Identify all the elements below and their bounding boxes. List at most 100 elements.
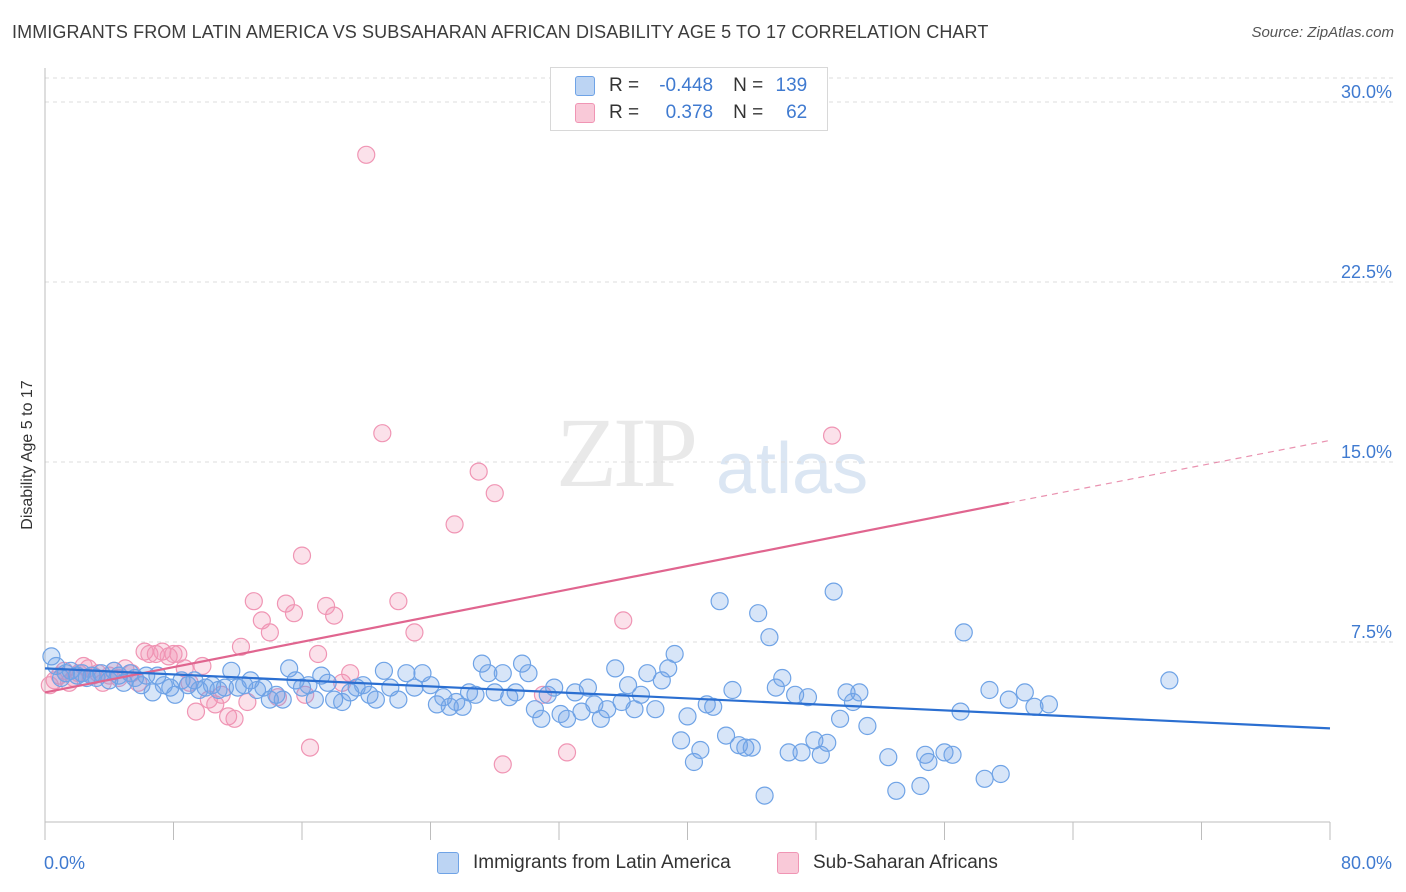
watermark-zip: ZIP	[556, 397, 698, 508]
latin-america-point	[132, 676, 151, 695]
latin-america-point	[691, 740, 710, 760]
latin-america-point	[578, 678, 598, 697]
latin-america-point	[532, 709, 551, 728]
latin-america-point	[710, 592, 729, 611]
sub-saharan-point	[260, 623, 279, 642]
sub-saharan-point	[373, 424, 392, 443]
latin-america-point	[773, 668, 792, 688]
latin-america-point	[374, 661, 394, 680]
legend-n-label: N =	[733, 102, 764, 123]
y-tick-label: 22.5%	[1341, 262, 1392, 282]
latin-america-point	[999, 690, 1018, 709]
latin-america-point	[631, 685, 651, 704]
correlation-legend: R = -0.448 N = 139 R = 0.378 N = 62	[550, 67, 828, 131]
latin-america-point	[598, 700, 617, 719]
sub-saharan-point	[186, 702, 206, 721]
legend-swatch-pink	[575, 103, 595, 123]
latin-america-point	[1015, 683, 1034, 702]
latin-america-point	[646, 700, 665, 719]
legend-r-value-pink: 0.378	[665, 102, 714, 123]
latin-america-point	[980, 680, 999, 700]
latin-america-point	[911, 776, 930, 796]
latin-america-point	[975, 769, 994, 788]
series-swatch-pink	[777, 852, 799, 874]
latin-america-point	[305, 690, 324, 709]
latin-america-point	[830, 709, 850, 728]
latin-america-point	[1160, 671, 1179, 690]
latin-america-point	[353, 676, 373, 695]
latin-america-point	[312, 666, 331, 685]
latin-america-point	[618, 676, 638, 695]
sub-saharan-point	[244, 592, 263, 611]
latin-america-point	[792, 743, 811, 762]
latin-america-point	[389, 690, 408, 709]
latin-america-point	[723, 680, 742, 700]
legend-r-label: R =	[609, 75, 640, 96]
y-tick-label: 7.5%	[1351, 622, 1392, 642]
sub-saharan-point	[300, 738, 320, 757]
latin-america-point	[991, 764, 1010, 784]
latin-america-point	[493, 664, 512, 683]
latin-america-point	[742, 738, 761, 757]
sub-saharan-point	[206, 695, 225, 714]
source-credit: Source: ZipAtlas.com	[1251, 24, 1394, 41]
sub-saharan-point	[557, 743, 577, 762]
latin-america-point	[397, 664, 416, 683]
latin-america-point	[366, 690, 385, 709]
latin-america-point	[736, 738, 755, 757]
sub-saharan-point	[231, 637, 251, 656]
latin-america-point	[749, 604, 768, 623]
sub-saharan-trendline-extension	[1008, 439, 1331, 504]
legend-row-blue: R = -0.448 N = 139	[575, 74, 807, 98]
sub-saharan-point	[493, 755, 512, 774]
latin-america-point	[755, 786, 774, 805]
chart-title: IMMIGRANTS FROM LATIN AMERICA VS SUBSAHA…	[12, 22, 989, 42]
sub-saharan-point	[485, 484, 504, 503]
latin-america-point	[591, 709, 610, 728]
latin-america-point	[519, 664, 538, 683]
sub-saharan-point	[135, 642, 154, 661]
latin-america-point	[954, 623, 973, 642]
latin-america-point	[850, 683, 869, 702]
latin-america-point	[837, 683, 856, 702]
latin-america-point	[766, 678, 785, 697]
latin-america-point	[506, 683, 525, 702]
series-legend-blue: Immigrants from Latin America	[437, 852, 731, 874]
latin-america-point	[919, 752, 938, 772]
series-legend: Immigrants from Latin America Sub-Sahara…	[0, 852, 1406, 878]
sub-saharan-point	[292, 546, 312, 565]
latin-america-point	[47, 656, 66, 676]
sub-saharan-point	[284, 604, 304, 623]
latin-america-point	[479, 664, 498, 683]
latin-america-point	[879, 748, 898, 767]
latin-america-point	[638, 664, 657, 683]
y-tick-label: 15.0%	[1341, 442, 1392, 462]
series-label-blue: Immigrants from Latin America	[473, 852, 731, 873]
latin-america-point	[42, 647, 61, 666]
latin-america-point	[472, 654, 491, 673]
latin-america-point	[716, 726, 736, 745]
latin-america-point	[538, 685, 557, 704]
latin-america-point	[779, 743, 798, 762]
sub-saharan-point	[469, 462, 488, 481]
series-legend-pink: Sub-Saharan Africans	[777, 852, 998, 874]
legend-r-label: R =	[609, 102, 640, 123]
legend-n-value-blue: 139	[775, 75, 808, 96]
sub-saharan-point	[614, 611, 633, 630]
legend-r-value-blue: -0.448	[659, 75, 714, 96]
sub-saharan-point	[225, 709, 244, 728]
latin-america-point	[678, 707, 697, 726]
latin-america-point	[1039, 695, 1059, 714]
latin-america-point	[222, 661, 241, 680]
sub-saharan-point	[405, 623, 424, 642]
latin-america-point	[606, 659, 625, 678]
sub-saharan-point	[164, 644, 183, 664]
sub-saharan-trendline	[44, 501, 1009, 694]
legend-row-pink: R = 0.378 N = 62	[575, 101, 807, 125]
sub-saharan-point	[389, 592, 408, 611]
latin-america-point	[512, 654, 532, 673]
legend-swatch-blue	[575, 76, 595, 96]
watermark-atlas: atlas	[716, 429, 869, 509]
latin-america-point	[824, 582, 843, 601]
